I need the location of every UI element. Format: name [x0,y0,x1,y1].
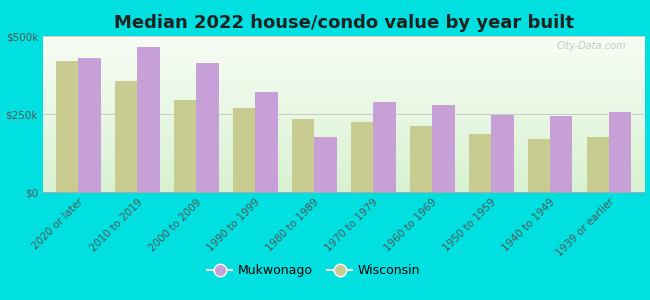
Bar [255,92,278,192]
Bar [137,47,160,192]
Bar [373,101,396,192]
Title: Median 2022 house/condo value by year built: Median 2022 house/condo value by year bu… [114,14,574,32]
Bar [78,58,101,192]
Bar [528,139,550,192]
Text: City-Data.com: City-Data.com [557,41,627,51]
Bar [115,81,137,192]
Legend: Mukwonago, Wisconsin: Mukwonago, Wisconsin [202,260,425,283]
Bar [587,137,609,192]
Bar [469,134,491,192]
Bar [196,62,218,192]
Bar [292,119,314,192]
Bar [491,115,514,192]
Bar [351,122,373,192]
Bar [432,105,454,192]
Bar [314,137,337,192]
Bar [550,116,573,192]
Bar [410,127,432,192]
Bar [174,100,196,192]
Bar [233,108,255,192]
Bar [56,61,78,192]
Bar [609,112,631,192]
